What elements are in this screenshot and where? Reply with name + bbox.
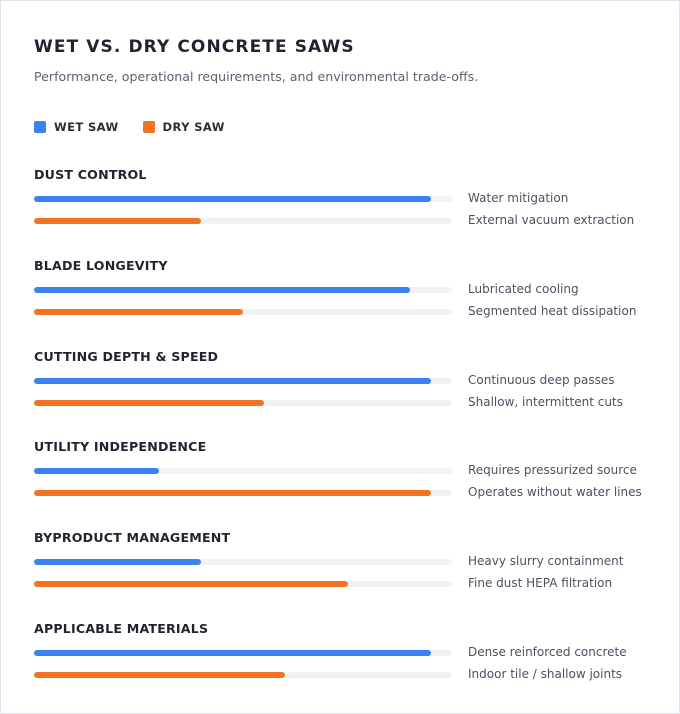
bar-note-wet: Continuous deep passes <box>468 373 615 387</box>
bar-wet <box>34 287 411 293</box>
category-label: BYPRODUCT MANAGEMENT <box>34 530 231 545</box>
bar-dry <box>34 309 243 315</box>
category-label: APPLICABLE MATERIALS <box>34 621 209 636</box>
legend-item-dry: DRY SAW <box>142 120 225 134</box>
legend-swatch-dry <box>142 121 155 133</box>
bar-wet <box>34 468 160 474</box>
bar-note-dry: Fine dust HEPA filtration <box>468 576 613 590</box>
legend-label-dry: DRY SAW <box>162 120 225 134</box>
bar-group: CUTTING DEPTH & SPEED Continuous deep pas… <box>34 349 654 429</box>
bar-group: BYPRODUCT MANAGEMENT Heavy slurry contain… <box>34 530 654 610</box>
bar-group: UTILITY INDEPENDENCE Requires pressurized… <box>34 439 654 519</box>
chart-subtitle: Performance, operational requirements, a… <box>34 69 479 84</box>
bar-track-dry <box>34 400 452 406</box>
legend-label-wet: WET SAW <box>54 120 119 134</box>
bar-track-wet <box>34 650 452 656</box>
bar-dry <box>34 218 202 224</box>
legend-item-wet: WET SAW <box>34 120 119 134</box>
bar-track-dry <box>34 581 452 587</box>
bar-wet <box>34 378 432 384</box>
bar-group: APPLICABLE MATERIALS Dense reinforced con… <box>34 621 654 701</box>
bar-dry <box>34 581 348 587</box>
bar-note-dry: Segmented heat dissipation <box>468 304 637 318</box>
bar-dry <box>34 400 264 406</box>
bar-track-wet <box>34 287 452 293</box>
bar-dry <box>34 672 285 678</box>
bar-note-wet: Heavy slurry containment <box>468 554 624 568</box>
category-label: BLADE LONGEVITY <box>34 258 168 273</box>
bar-note-wet: Requires pressurized source <box>468 463 637 477</box>
category-label: CUTTING DEPTH & SPEED <box>34 349 219 364</box>
category-label: DUST CONTROL <box>34 167 147 182</box>
bar-track-dry <box>34 309 452 315</box>
bar-note-wet: Dense reinforced concrete <box>468 645 627 659</box>
category-label: UTILITY INDEPENDENCE <box>34 439 207 454</box>
bar-note-dry: External vacuum extraction <box>468 213 635 227</box>
bar-track-wet <box>34 468 452 474</box>
bar-group: BLADE LONGEVITY Lubricated cooling Segment… <box>34 258 654 338</box>
bar-note-wet: Water mitigation <box>468 191 569 205</box>
bar-note-dry: Shallow, intermittent cuts <box>468 395 623 409</box>
bar-track-wet <box>34 559 452 565</box>
bar-track-wet <box>34 378 452 384</box>
bar-track-dry <box>34 672 452 678</box>
chart-title: WET VS. DRY CONCRETE SAWS <box>34 37 355 57</box>
bar-note-dry: Indoor tile / shallow joints <box>468 667 623 681</box>
bar-note-wet: Lubricated cooling <box>468 282 579 296</box>
bar-dry <box>34 490 432 496</box>
bar-note-dry: Operates without water lines <box>468 485 642 499</box>
legend-swatch-wet <box>34 121 46 133</box>
chart-legend: WET SAW DRY SAW <box>34 119 249 135</box>
bar-wet <box>34 559 202 565</box>
bar-track-dry <box>34 218 452 224</box>
bar-track-wet <box>34 196 452 202</box>
bar-wet <box>34 650 432 656</box>
bar-track-dry <box>34 490 452 496</box>
bar-group: DUST CONTROL Water mitigation External vac… <box>34 167 654 247</box>
bar-wet <box>34 196 432 202</box>
